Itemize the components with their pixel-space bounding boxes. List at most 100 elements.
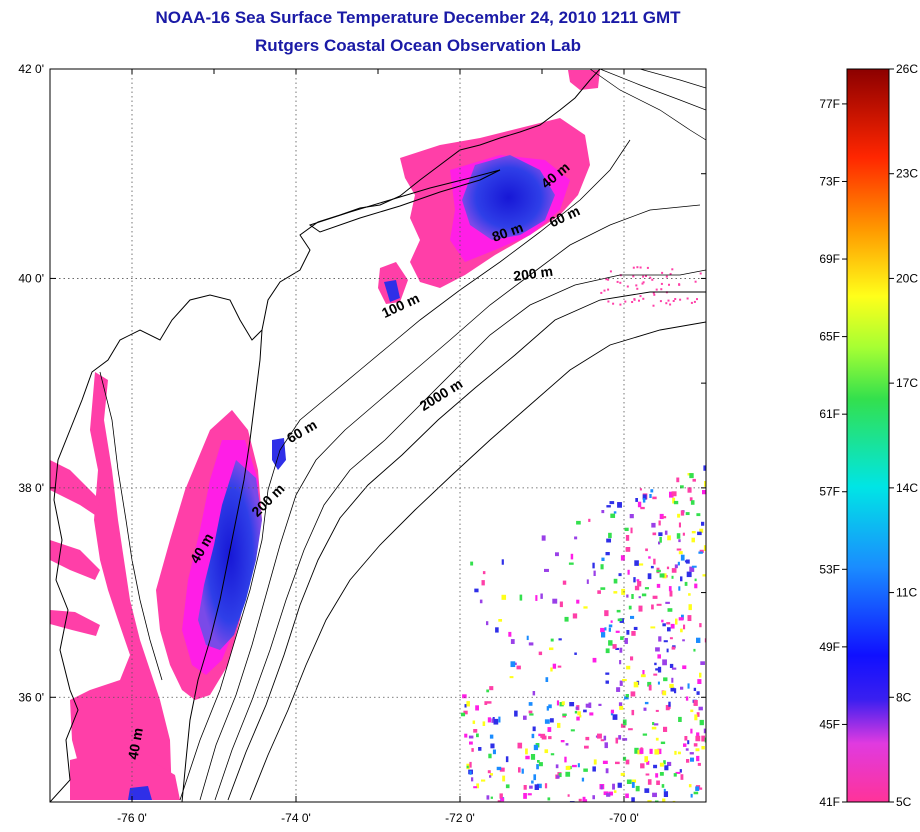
sst-pixel <box>668 701 671 707</box>
sst-pixel <box>490 796 493 799</box>
sst-pixel <box>526 635 529 641</box>
sst-pixel <box>517 742 523 749</box>
sst-pixel <box>653 723 659 726</box>
sst-pixel <box>598 703 602 706</box>
sst-pixel <box>653 673 658 676</box>
sst-pixel <box>695 735 701 742</box>
sst-pixel <box>552 663 557 669</box>
sst-pixel <box>547 727 552 732</box>
sst-pixel <box>645 548 648 552</box>
sst-pixel <box>671 568 677 573</box>
sst-pixel <box>701 746 705 750</box>
sst-pixel <box>663 788 666 792</box>
sst-pixel <box>683 624 686 630</box>
sst-pixel <box>502 775 506 782</box>
celsius-tick-label: 5C <box>896 795 912 809</box>
sst-pixel <box>656 583 661 588</box>
sst-pixel <box>603 735 607 741</box>
sst-pixel <box>676 548 682 551</box>
lat-tick-label: 42 0' <box>18 62 44 76</box>
sst-pixel <box>650 565 654 569</box>
sst-pixel <box>624 300 627 303</box>
sst-pixel <box>537 783 542 789</box>
sst-pixel <box>501 594 507 600</box>
sst-pixel <box>508 631 512 637</box>
sst-pixel <box>664 530 668 535</box>
sst-pixel <box>469 770 472 775</box>
sst-pixel <box>615 647 619 651</box>
sst-pixel <box>481 580 485 586</box>
sst-pixel <box>684 581 688 586</box>
fahrenheit-tick-label: 77F <box>819 97 840 111</box>
sst-pixel <box>605 768 609 774</box>
sst-pixel <box>699 719 704 726</box>
sst-pixel <box>484 701 488 705</box>
sst-pixel <box>620 772 625 776</box>
sst-pixel <box>499 767 505 772</box>
sst-pixel <box>462 694 467 699</box>
sst-pixel <box>632 275 635 278</box>
sst-pixel <box>545 677 549 683</box>
isobath-label: 60 m <box>284 416 320 446</box>
sst-pixel <box>577 711 581 716</box>
sst-pixel <box>558 638 562 641</box>
sst-pixel <box>640 674 646 678</box>
sst-pixel <box>487 770 491 774</box>
sst-pixel <box>630 527 633 534</box>
sst-pixel <box>612 644 617 649</box>
sst-pixel <box>556 700 560 706</box>
sst-pixel <box>682 639 685 642</box>
sst-pixel <box>600 627 605 633</box>
sst-pixel <box>674 298 677 300</box>
sst-pixel <box>613 790 617 793</box>
sst-pixel <box>651 726 657 730</box>
sst-pixel <box>690 709 694 713</box>
sst-pixel <box>470 561 474 566</box>
sst-pixel <box>645 275 647 277</box>
sst-pixel <box>688 604 692 611</box>
isobath-40m <box>179 139 631 801</box>
sst-pixel <box>489 775 492 778</box>
sst-pixel <box>653 293 656 296</box>
sst-pixel <box>622 756 627 761</box>
sst-pixel <box>619 705 624 710</box>
sst-pixel <box>497 800 501 802</box>
sst-pixel <box>644 701 649 705</box>
sst-pixel <box>603 289 606 292</box>
sst-pixel <box>549 718 554 723</box>
sst-pixel <box>600 784 603 790</box>
celsius-tick-label: 23C <box>896 167 918 181</box>
sst-pixel <box>605 648 610 654</box>
sst-pixel <box>489 773 494 776</box>
sst-pixel <box>606 538 612 543</box>
fahrenheit-tick-label: 65F <box>819 330 840 344</box>
sst-pixel <box>631 301 634 303</box>
sst-pixel <box>615 737 619 744</box>
sst-pixel <box>572 613 578 619</box>
sst-pixel <box>682 532 685 536</box>
sst-pixel <box>640 747 643 750</box>
map-subtitle: Rutgers Coastal Ocean Observation Lab <box>255 36 581 55</box>
sst-pixel <box>642 498 646 503</box>
sst-pixel <box>634 585 640 591</box>
sst-pixel <box>657 748 662 755</box>
sst-pixel <box>633 298 636 301</box>
sst-pixel <box>619 647 623 653</box>
sst-pixel <box>668 283 670 286</box>
sst-pixel <box>559 702 564 707</box>
sst-pixel <box>690 728 693 734</box>
sst-pixel <box>562 713 567 716</box>
sst-pixel <box>698 706 703 711</box>
sst-pixel <box>464 733 468 738</box>
sst-pixel <box>615 630 620 633</box>
sst-pixel <box>492 717 495 721</box>
sst-pixel <box>583 606 588 609</box>
sst-pixel <box>618 735 622 740</box>
fahrenheit-tick-label: 69F <box>819 252 840 266</box>
sst-pixel <box>656 603 662 606</box>
sst-pixel <box>667 627 671 632</box>
isobath-2000m <box>249 321 706 801</box>
sst-pixel <box>653 764 658 769</box>
sst-pixel <box>559 601 563 608</box>
sst-pixel <box>618 702 623 706</box>
